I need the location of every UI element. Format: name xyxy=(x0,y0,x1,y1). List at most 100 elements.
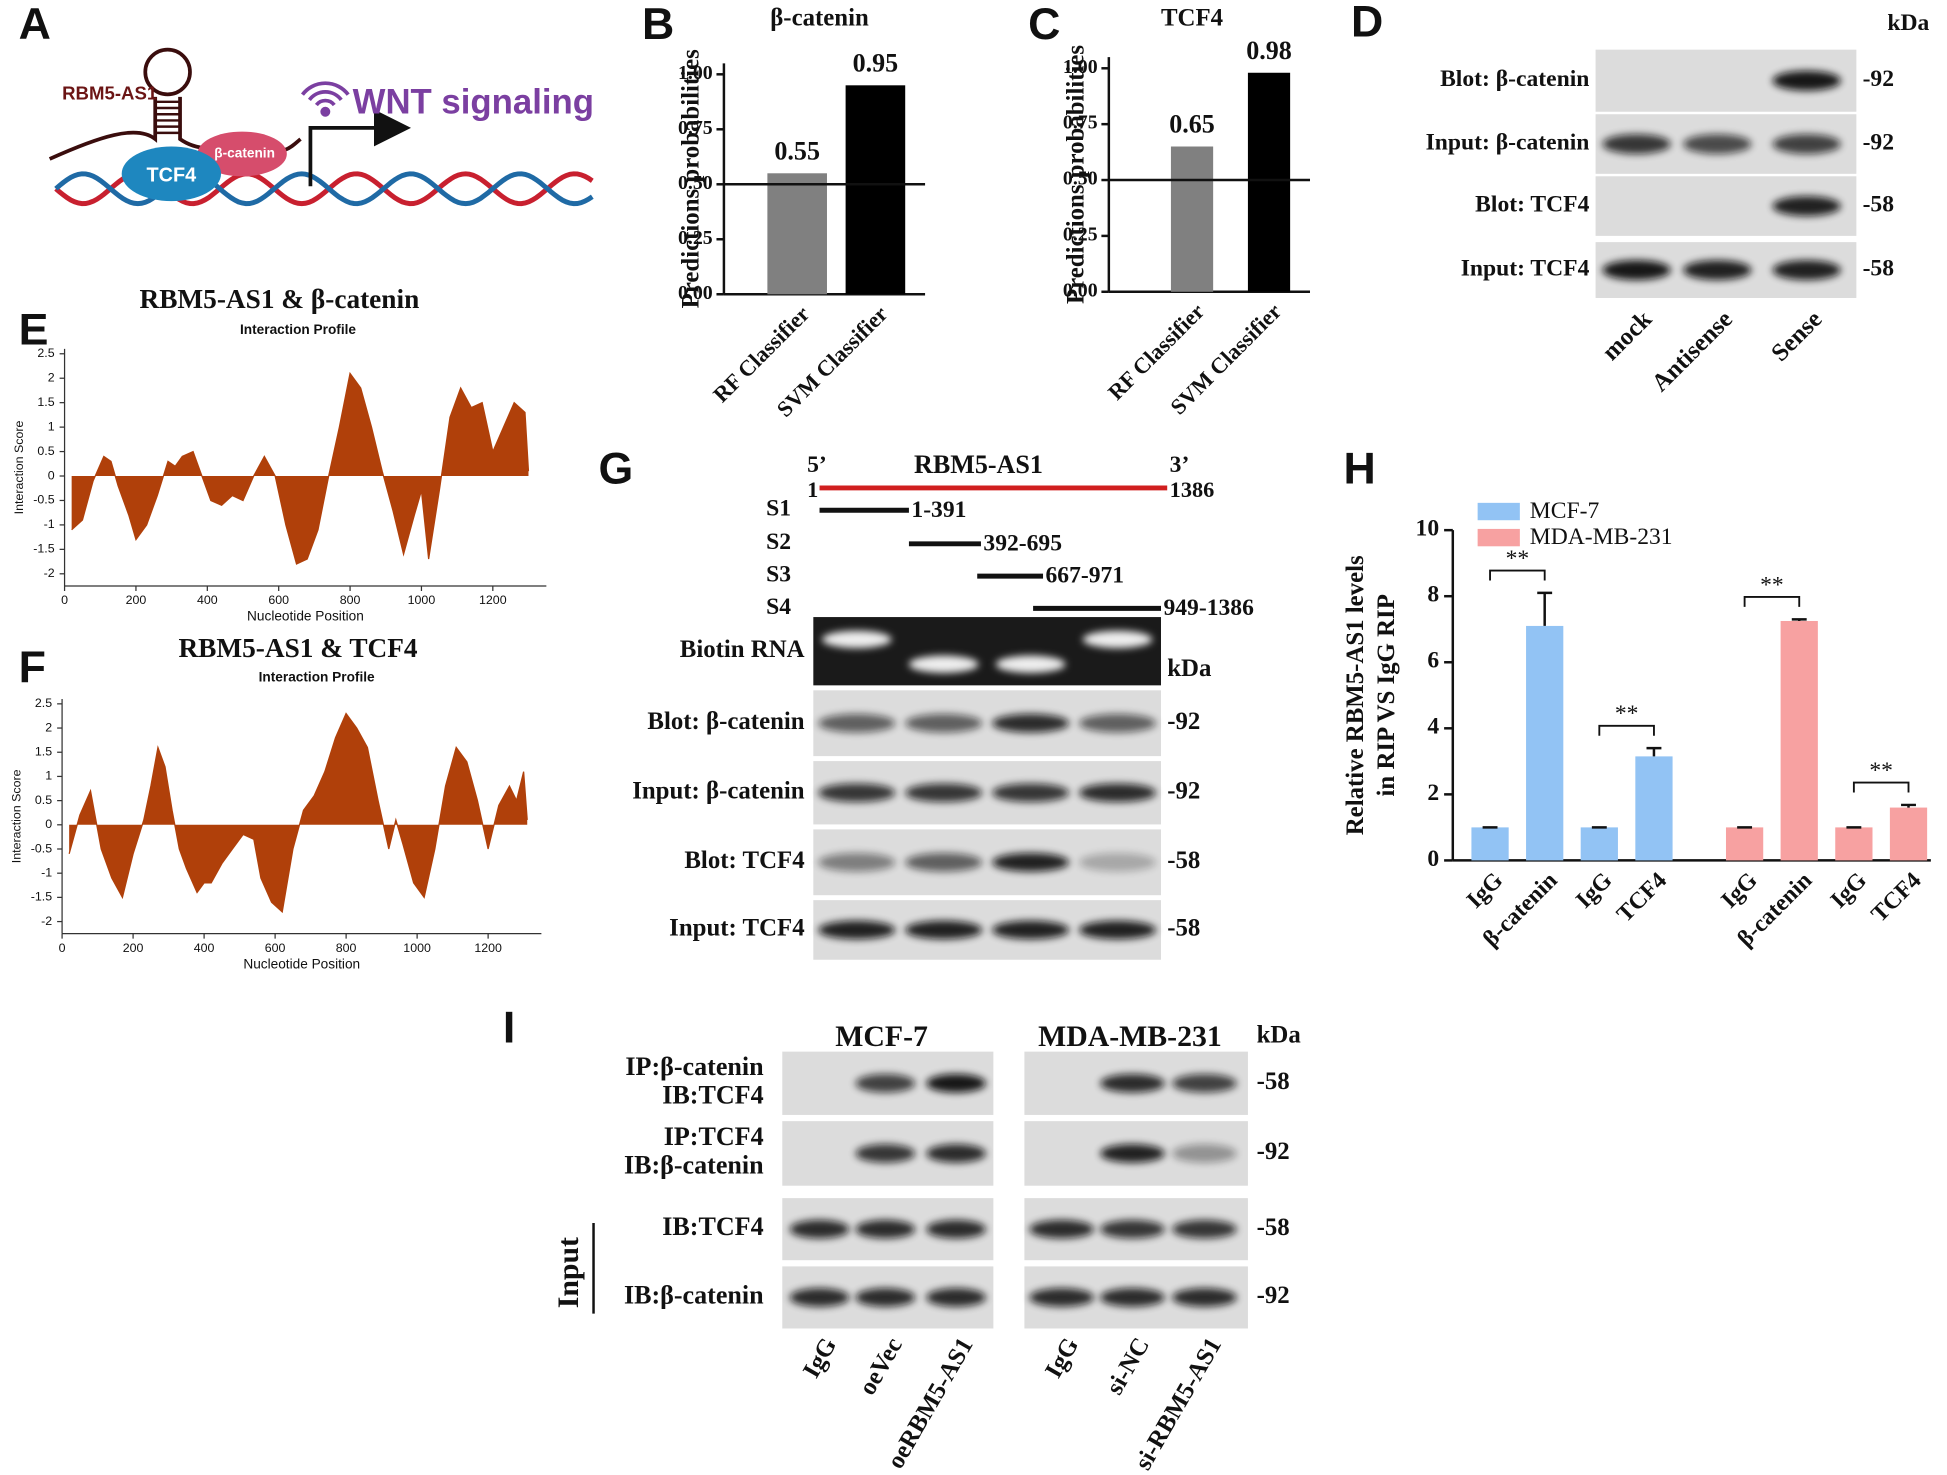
row-label: Blot: β-catenin xyxy=(1440,66,1589,92)
y-tick-label: 0.75 xyxy=(1063,112,1098,134)
y-tick-label: -1.5 xyxy=(33,542,54,556)
blot-band xyxy=(855,1219,916,1239)
row-label: IB:β-catenin xyxy=(624,1280,764,1309)
fragment-range: 392-695 xyxy=(983,530,1062,556)
kda-label: -92 xyxy=(1167,777,1200,804)
rna-end: 5’ xyxy=(807,452,827,478)
gel-band xyxy=(995,655,1066,673)
y-tick-label: 1 xyxy=(45,769,52,783)
bar xyxy=(1170,146,1214,292)
blot-band xyxy=(1100,1219,1165,1239)
lane-label: IgG xyxy=(1040,1333,1084,1382)
area-fill xyxy=(71,373,529,565)
y-tick-label: 0.5 xyxy=(37,444,54,458)
significance-bracket xyxy=(1743,596,1801,607)
x-tick-label: 0 xyxy=(61,593,68,607)
y-tick-label: 0.50 xyxy=(678,172,713,194)
rna-coordinate: 1386 xyxy=(1170,477,1215,502)
blot-band xyxy=(1100,1144,1165,1163)
blot-band xyxy=(905,920,983,940)
x-tick-label: 600 xyxy=(268,593,289,607)
blot-band xyxy=(1079,783,1157,803)
blot-band xyxy=(905,852,983,872)
protein-2 xyxy=(197,131,287,177)
x-tick-label: 1200 xyxy=(479,593,507,607)
kda-label: -58 xyxy=(1257,1214,1290,1241)
x-tick-label: 0 xyxy=(59,941,66,955)
chart-title: RBM5-AS1 & β-catenin xyxy=(140,284,420,314)
lane-label: Antisense xyxy=(1647,306,1738,397)
y-tick-label: 10 xyxy=(1416,516,1440,542)
signal-arc xyxy=(300,81,350,96)
chart-subtitle: Interaction Profile xyxy=(259,670,375,685)
gel-background xyxy=(813,617,1161,686)
x-tick-label: IgG xyxy=(1571,867,1617,913)
blot-band xyxy=(1772,134,1841,154)
value-label: 0.98 xyxy=(1246,36,1292,65)
x-tick-label: 800 xyxy=(340,593,361,607)
fragment-name: S3 xyxy=(766,562,791,588)
row-label: Biotin RNA xyxy=(680,636,805,663)
kda-label: -58 xyxy=(1863,255,1894,281)
y-tick-label: 1.00 xyxy=(678,62,713,84)
y-tick-label: 1.5 xyxy=(35,745,52,759)
bar xyxy=(1635,756,1673,861)
bar xyxy=(1580,827,1618,861)
kda-header: kDa xyxy=(1887,10,1929,36)
y-tick-label: 2.5 xyxy=(37,346,54,360)
significance-bracket xyxy=(1489,569,1546,581)
error-bar xyxy=(1901,803,1916,808)
bar xyxy=(845,85,906,295)
fragment-range: 949-1386 xyxy=(1163,595,1254,621)
y-tick-label: 0 xyxy=(48,468,55,482)
y-tick-label: 0.00 xyxy=(1063,279,1098,301)
profile-line xyxy=(68,712,528,914)
x-tick-label: 1200 xyxy=(474,941,502,955)
blot-band xyxy=(1602,134,1671,154)
y-tick-label: 1.5 xyxy=(37,395,54,409)
error-bar xyxy=(1791,618,1807,621)
kda-label: -92 xyxy=(1167,708,1200,735)
blot-band xyxy=(789,1288,850,1307)
blot-band xyxy=(1079,852,1157,872)
fragment-name: S1 xyxy=(766,496,791,522)
significance-label: ** xyxy=(1506,546,1530,572)
panel-label: A xyxy=(19,0,51,49)
y-tick-label: 0.25 xyxy=(678,227,713,249)
panel-label: D xyxy=(1351,0,1383,47)
kda-label: -58 xyxy=(1863,192,1894,218)
dna-strand xyxy=(54,171,594,207)
protein-1 xyxy=(121,146,222,202)
error-bar xyxy=(1646,746,1662,757)
significance-label: ** xyxy=(1869,758,1893,784)
y-tick-label: 0.50 xyxy=(1063,168,1098,190)
value-label: 0.95 xyxy=(853,48,899,77)
y-tick-label: 2.5 xyxy=(35,696,52,710)
blot-band xyxy=(1683,134,1752,154)
blot-band xyxy=(992,920,1070,940)
blot-band xyxy=(992,783,1070,803)
chart-title: β-catenin xyxy=(770,5,869,32)
bar xyxy=(1725,827,1764,861)
bar xyxy=(1889,807,1928,861)
row-label: Blot: TCF4 xyxy=(684,847,804,874)
signal-arc xyxy=(307,90,343,102)
fragment-name: S2 xyxy=(766,529,791,555)
input-label: Input xyxy=(552,1237,585,1308)
row-label: IP:TCF4 xyxy=(664,1122,764,1151)
panel-label: H xyxy=(1344,445,1376,494)
y-tick-label: 4 xyxy=(1427,714,1439,740)
group-label: MCF-7 xyxy=(835,1020,928,1053)
kda-label: -58 xyxy=(1167,847,1200,874)
row-label: IB:β-catenin xyxy=(624,1151,764,1180)
blot-band xyxy=(855,1073,916,1093)
y-axis-label: in RIP VS IgG RIP xyxy=(1373,594,1400,796)
blot-band xyxy=(926,1288,986,1307)
bar xyxy=(1471,827,1509,861)
x-tick-label: TCF4 xyxy=(1612,867,1672,927)
y-tick-label: 0.75 xyxy=(678,117,713,139)
row-label: Input: β-catenin xyxy=(632,777,805,804)
x-tick-label: 200 xyxy=(126,593,147,607)
row-label: IB:TCF4 xyxy=(662,1212,763,1241)
